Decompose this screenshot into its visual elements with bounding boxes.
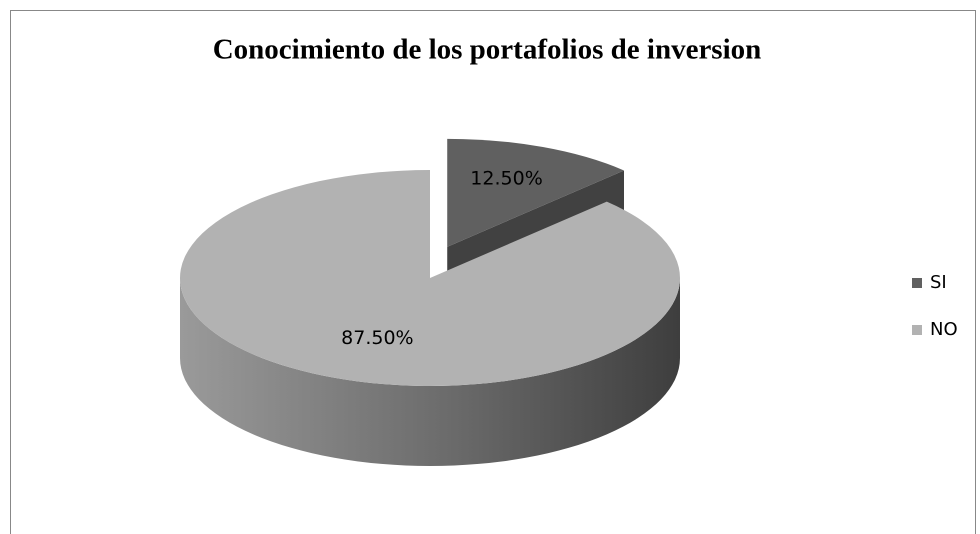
chart-border [10, 10, 976, 534]
legend-label: SI [930, 272, 947, 293]
chart-title: Conocimiento de los portafolios de inver… [213, 34, 762, 66]
data-label: 12.50% [470, 167, 542, 189]
legend-swatch [912, 325, 922, 335]
pie-slice [447, 138, 624, 247]
legend-swatch [912, 278, 922, 288]
pie-slice-side [180, 278, 680, 466]
legend-label: NO [930, 319, 958, 340]
pie-slice [180, 170, 681, 386]
data-label: 87.50% [341, 327, 413, 349]
